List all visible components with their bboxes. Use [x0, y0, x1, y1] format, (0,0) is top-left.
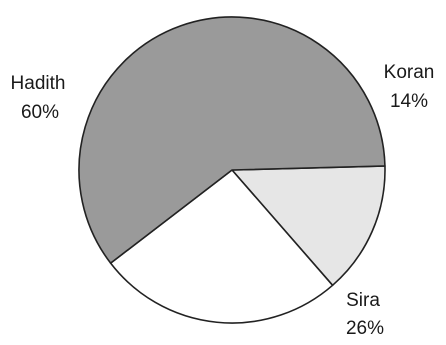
pie-slices — [78, 16, 386, 324]
slice-label-hadith: Hadith 60% — [11, 73, 66, 123]
slice-label-sira: Sira 26% — [346, 290, 384, 339]
slice-label-sira-name: Sira — [346, 290, 380, 311]
slice-label-koran-name: Koran — [384, 62, 435, 83]
slice-label-hadith-name: Hadith — [11, 73, 66, 94]
slice-label-hadith-value: 60% — [21, 102, 59, 123]
pie-slice-hadith — [78, 16, 386, 264]
slice-label-sira-value: 26% — [346, 318, 384, 339]
pie-slice-sira — [109, 169, 334, 324]
slice-label-koran-value: 14% — [390, 91, 428, 112]
slice-label-koran: Koran 14% — [384, 62, 435, 112]
pie-slice-koran — [231, 165, 386, 287]
